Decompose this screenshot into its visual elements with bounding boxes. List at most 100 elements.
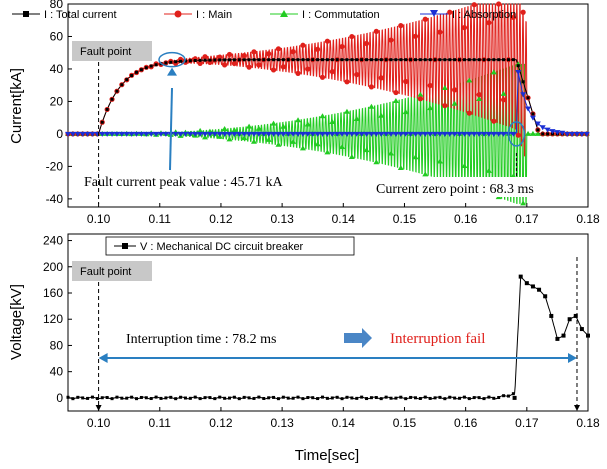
y-tick-label: 0 bbox=[56, 391, 63, 405]
legend-voltage-label: V : Mechanical DC circuit breaker bbox=[140, 241, 304, 253]
total-point bbox=[502, 58, 506, 62]
total-point bbox=[125, 78, 129, 82]
absorption-point bbox=[265, 131, 272, 137]
absorption-point bbox=[79, 131, 86, 137]
commutation-point bbox=[427, 105, 434, 111]
main-point bbox=[266, 51, 272, 57]
total-point bbox=[169, 60, 173, 64]
main-point bbox=[388, 37, 394, 43]
absorption-point bbox=[534, 121, 541, 127]
total-point bbox=[237, 58, 241, 62]
absorption-point bbox=[197, 131, 204, 137]
absorption-point bbox=[515, 70, 522, 76]
legend-commutation: I : Commutation bbox=[270, 9, 380, 21]
commutation-point bbox=[368, 103, 375, 109]
total-point bbox=[252, 58, 256, 62]
total-point bbox=[100, 120, 104, 124]
total-point bbox=[110, 97, 114, 101]
absorption-point bbox=[99, 131, 106, 137]
span-arrowhead-right bbox=[567, 353, 577, 363]
voltage-point bbox=[179, 395, 183, 399]
main-point bbox=[373, 28, 379, 34]
main-point bbox=[222, 62, 228, 68]
absorption-point bbox=[422, 131, 429, 137]
total-point bbox=[511, 58, 515, 62]
absorption-point bbox=[392, 131, 399, 137]
voltage-point bbox=[462, 395, 466, 399]
y-tick-label: 80 bbox=[50, 338, 64, 352]
absorption-point bbox=[358, 131, 365, 137]
total-point bbox=[531, 112, 535, 116]
commutation-point bbox=[520, 200, 527, 206]
x-tick-label: 0.15 bbox=[393, 416, 417, 430]
total-point bbox=[526, 96, 530, 100]
total-point bbox=[418, 58, 422, 62]
y-tick-label: 0 bbox=[56, 127, 63, 141]
commutation-point bbox=[422, 171, 429, 177]
voltage-point bbox=[512, 395, 517, 400]
absorption-point bbox=[231, 131, 238, 137]
voltage-point bbox=[369, 396, 373, 400]
legend-commutation-label: I : Commutation bbox=[302, 9, 380, 21]
total-point bbox=[389, 58, 393, 62]
absorption-point bbox=[490, 131, 497, 137]
voltage-point bbox=[325, 396, 329, 400]
absorption-point bbox=[495, 131, 502, 137]
y-tick-label: 20 bbox=[50, 94, 64, 108]
voltage-point bbox=[458, 396, 462, 400]
commutation-point bbox=[275, 141, 282, 147]
zero-label-bg bbox=[372, 177, 556, 197]
main-point bbox=[339, 43, 345, 50]
commutation-point bbox=[402, 109, 409, 115]
absorption-point bbox=[485, 131, 492, 137]
total-point bbox=[467, 58, 471, 62]
total-point bbox=[423, 58, 427, 62]
commutation-point bbox=[348, 154, 355, 160]
commutation-point bbox=[270, 120, 277, 126]
absorption-point bbox=[109, 131, 116, 137]
voltage-point bbox=[144, 396, 148, 400]
voltage-point bbox=[188, 396, 192, 400]
voltage-point bbox=[154, 395, 158, 399]
voltage-point bbox=[193, 395, 197, 399]
voltage-point bbox=[242, 395, 246, 399]
voltage-point bbox=[404, 397, 408, 401]
commutation-point bbox=[221, 125, 228, 131]
total-point bbox=[213, 58, 217, 62]
total-point bbox=[281, 58, 285, 62]
voltage-plot-area bbox=[67, 233, 589, 412]
absorption-point bbox=[104, 131, 111, 137]
total-point bbox=[330, 58, 334, 62]
interruption-time-label: Interruption time : 78.2 ms bbox=[126, 332, 276, 347]
absorption-point bbox=[192, 131, 199, 137]
total-point bbox=[188, 59, 192, 63]
absorption-point bbox=[246, 131, 253, 137]
total-point bbox=[291, 58, 295, 62]
absorption-point bbox=[525, 106, 532, 112]
voltage-point bbox=[76, 395, 80, 399]
peak-arrowhead bbox=[167, 67, 177, 76]
voltage-point bbox=[262, 396, 266, 400]
voltage-point bbox=[81, 396, 85, 400]
total-point bbox=[320, 58, 324, 62]
x-tick-label: 0.13 bbox=[270, 416, 294, 430]
absorption-point bbox=[554, 130, 561, 136]
total-point bbox=[335, 58, 339, 62]
absorption-point bbox=[436, 131, 443, 137]
main-point bbox=[412, 33, 419, 39]
voltage-point bbox=[90, 395, 94, 399]
absorption-point bbox=[368, 131, 375, 137]
commutation-point bbox=[265, 136, 272, 142]
absorption-point bbox=[285, 131, 292, 137]
absorption-point bbox=[290, 131, 297, 137]
total-point bbox=[546, 132, 550, 136]
voltage-point bbox=[335, 395, 339, 399]
total-point bbox=[477, 58, 481, 62]
voltage-point bbox=[252, 396, 256, 400]
absorption-point bbox=[417, 131, 424, 137]
voltage-point bbox=[413, 396, 417, 400]
voltage-point bbox=[223, 396, 227, 400]
absorption-point bbox=[138, 131, 145, 137]
voltage-point bbox=[320, 395, 324, 399]
voltage-point bbox=[394, 396, 398, 400]
